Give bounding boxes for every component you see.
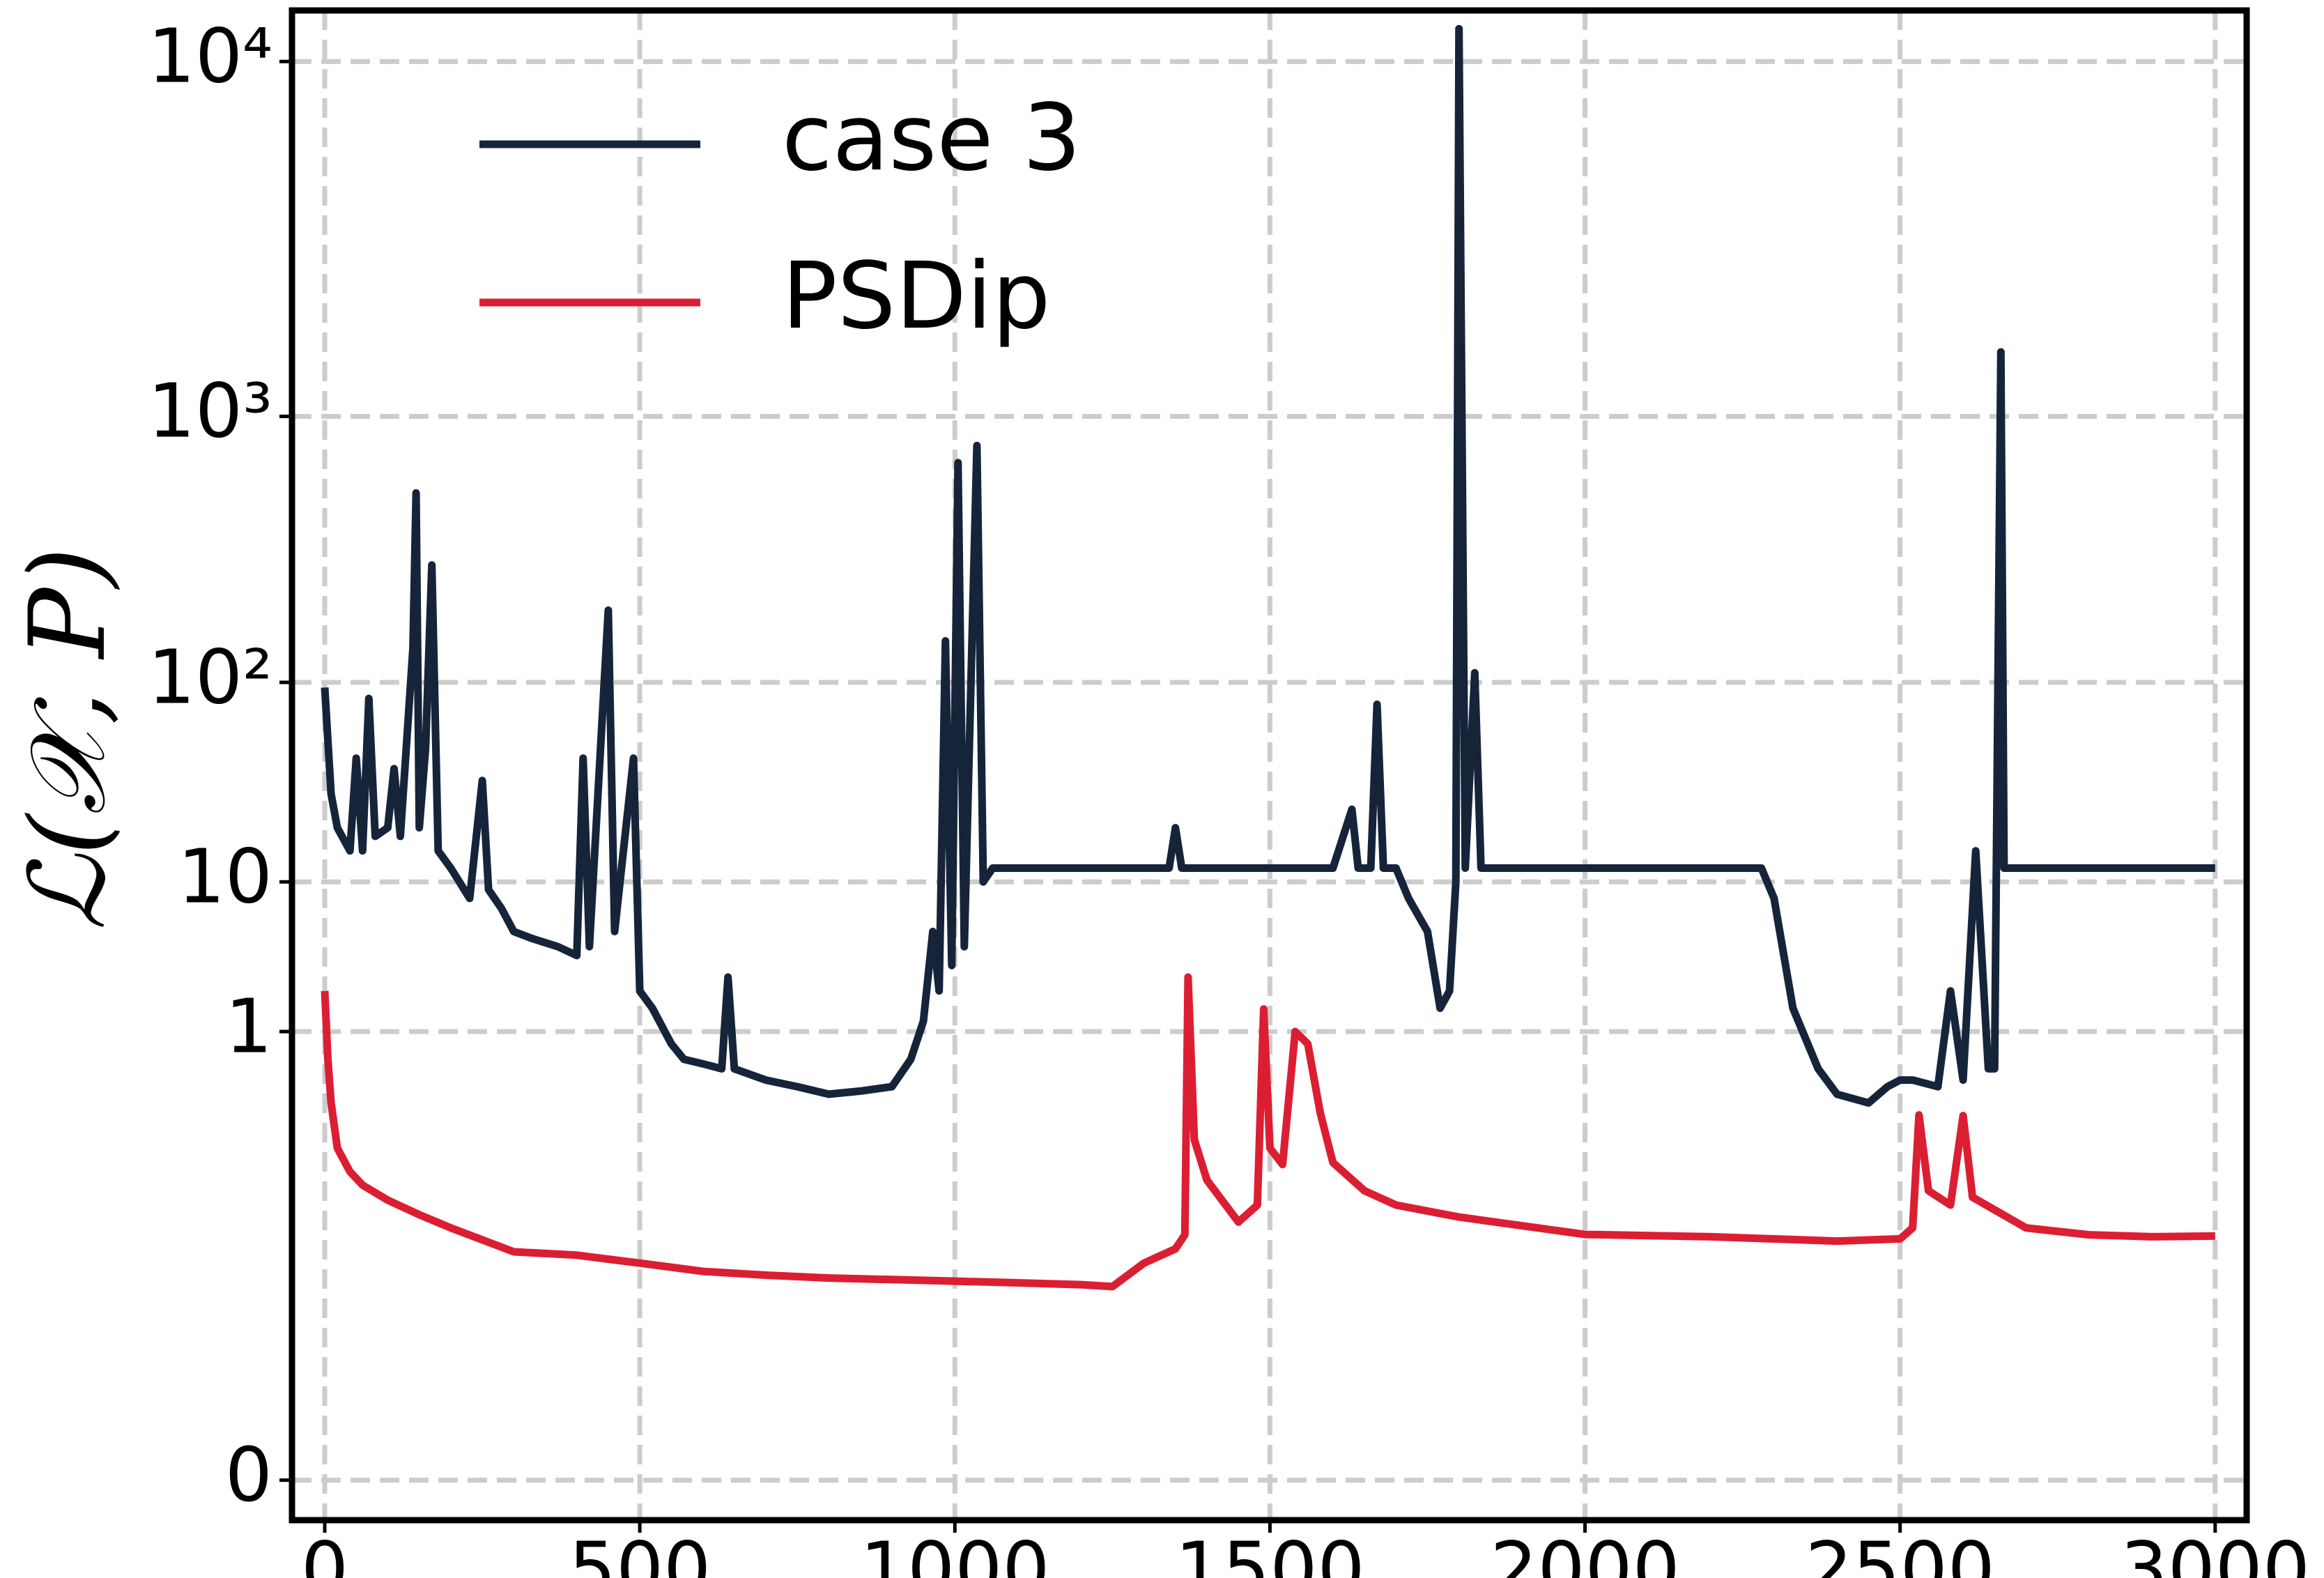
y-tick-label: 1 bbox=[225, 983, 272, 1070]
y-tick-label: 10³ bbox=[148, 369, 272, 455]
legend-label: PSDip bbox=[782, 243, 1051, 350]
x-tick-label: 3000 bbox=[2121, 1526, 2310, 1578]
y-tick-label: 10⁴ bbox=[148, 14, 272, 100]
y-axis-label: ℒ(𝒳, P) bbox=[8, 547, 129, 930]
plot-frame bbox=[288, 7, 2250, 1524]
x-tick-label: 0 bbox=[301, 1526, 348, 1578]
x-tick-label: 500 bbox=[569, 1526, 711, 1578]
y-tick-label: 10² bbox=[148, 634, 272, 721]
y-tick-label: 10 bbox=[178, 834, 272, 921]
data-line bbox=[321, 24, 2215, 1107]
x-tick-label: 2500 bbox=[1806, 1526, 1995, 1578]
x-tick-label: 1500 bbox=[1175, 1526, 1364, 1578]
legend-label: case 3 bbox=[782, 84, 1081, 192]
data-line bbox=[321, 973, 2215, 1291]
y-tick-label: 0 bbox=[225, 1432, 272, 1519]
x-tick-label: 1000 bbox=[860, 1526, 1049, 1578]
x-tick-label: 2000 bbox=[1490, 1526, 1679, 1578]
